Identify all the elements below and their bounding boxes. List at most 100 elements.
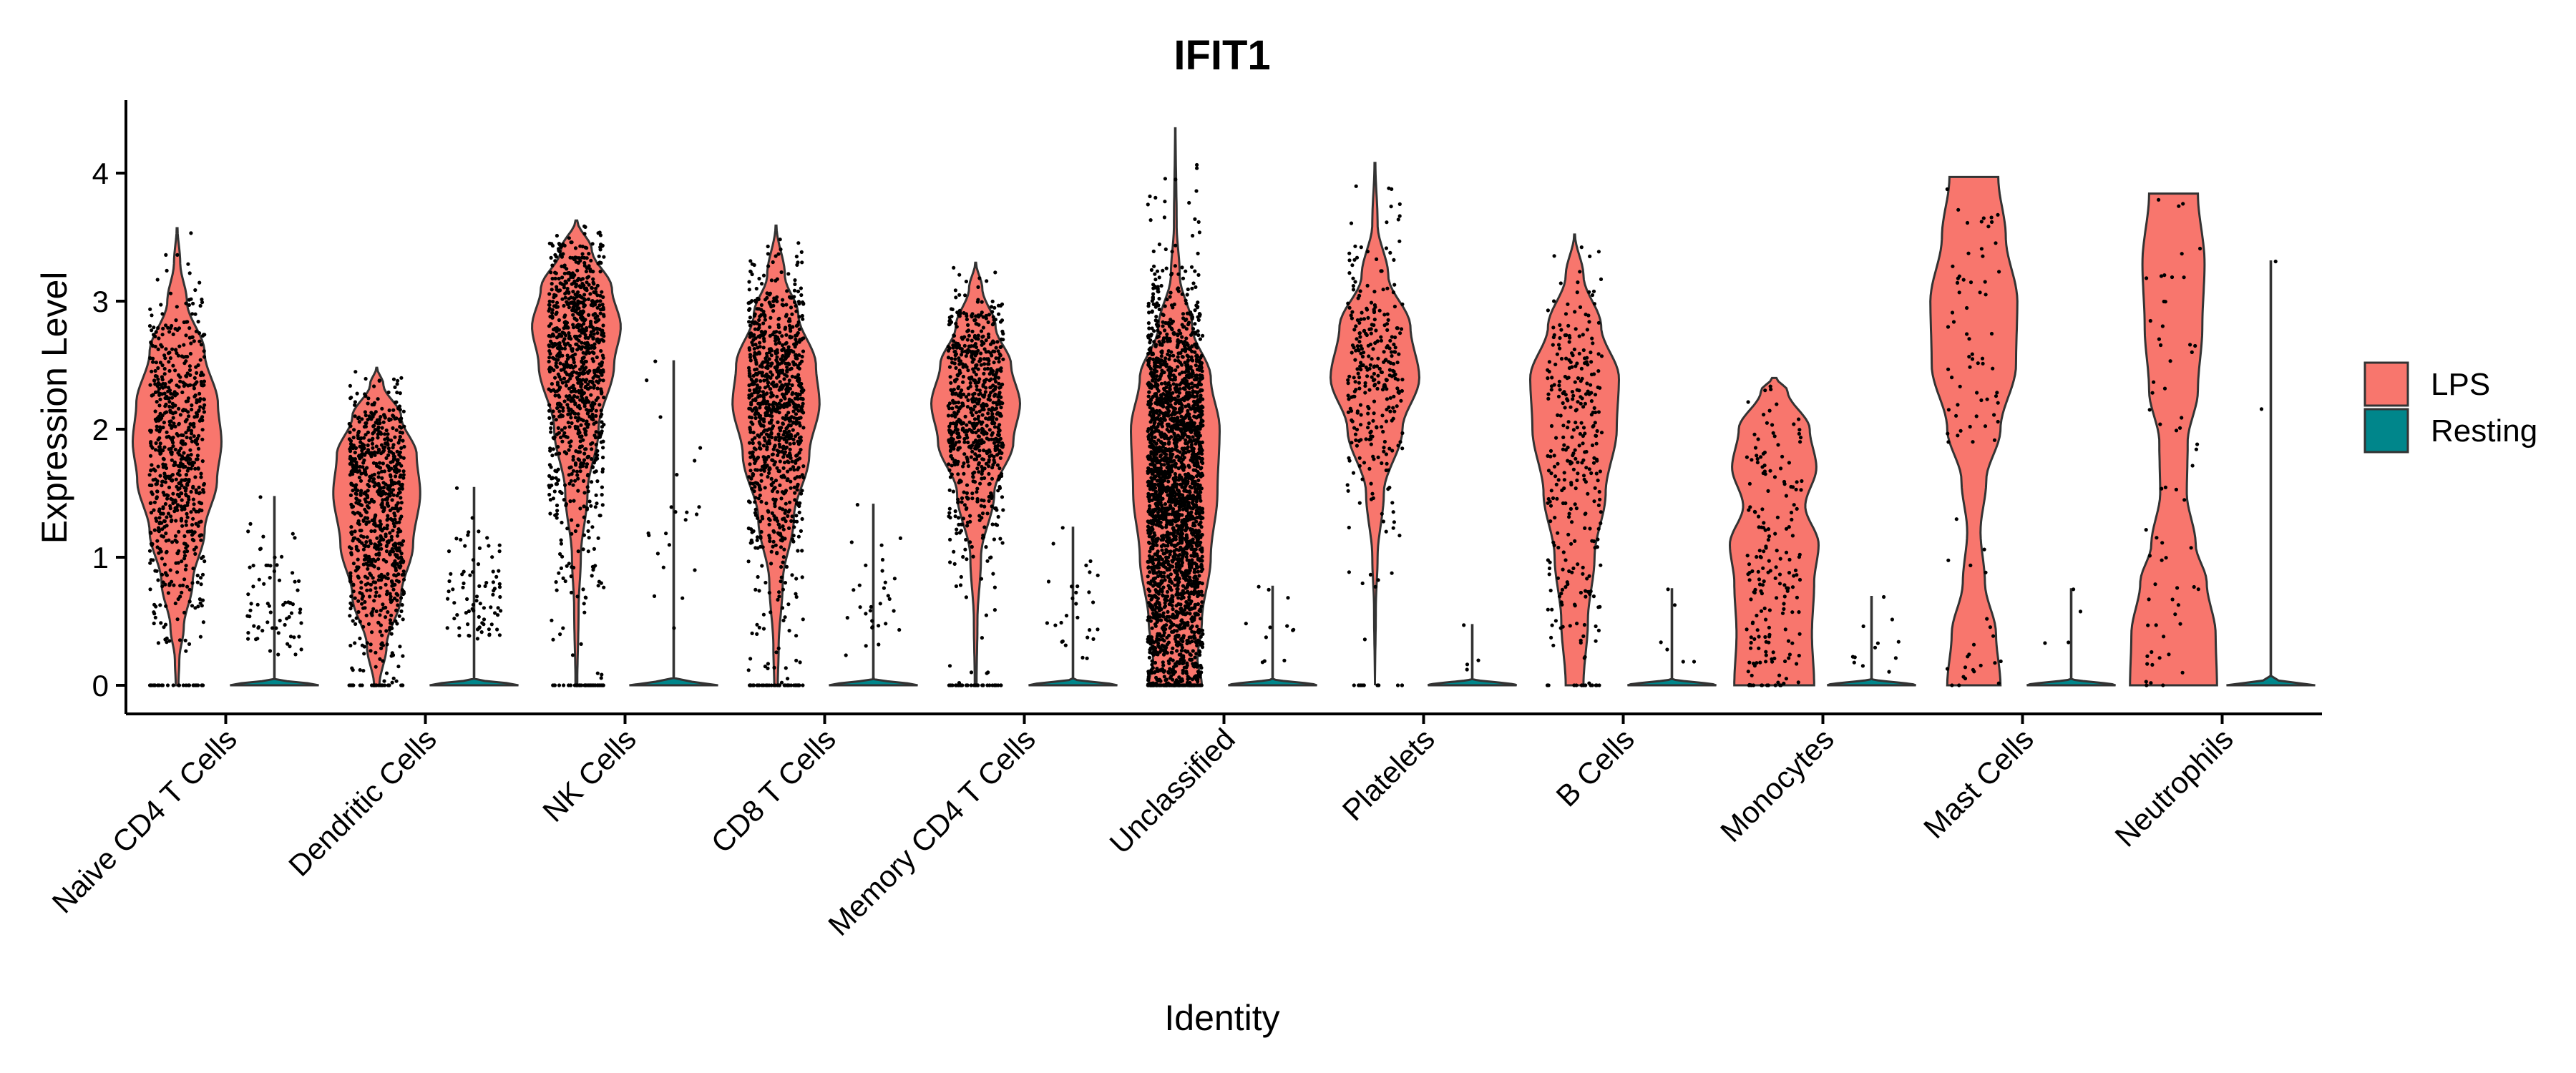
data-point <box>487 633 492 637</box>
data-point <box>594 408 598 413</box>
data-point <box>157 516 162 520</box>
data-point <box>753 436 757 440</box>
data-point <box>401 572 406 577</box>
data-point <box>293 652 298 657</box>
data-point <box>396 509 400 513</box>
data-point <box>769 408 773 413</box>
data-point <box>990 476 995 481</box>
data-point <box>990 683 995 687</box>
data-point <box>470 570 475 574</box>
data-point <box>779 496 784 501</box>
data-point <box>794 454 799 458</box>
data-point <box>592 383 597 388</box>
data-point <box>555 482 560 486</box>
data-point <box>982 362 987 366</box>
data-point <box>172 509 177 514</box>
data-point <box>601 368 605 373</box>
data-point <box>582 371 587 376</box>
data-point <box>769 315 773 320</box>
data-point <box>781 298 785 302</box>
data-point <box>751 422 755 426</box>
data-point <box>591 270 595 274</box>
data-point <box>756 391 760 395</box>
data-point <box>759 308 763 312</box>
violin-lps-5 <box>930 261 1022 687</box>
data-point <box>984 613 988 617</box>
data-point <box>151 360 155 364</box>
data-point <box>353 370 358 374</box>
data-point <box>780 404 784 408</box>
data-point <box>566 301 570 305</box>
data-point <box>185 320 190 324</box>
data-point <box>358 479 364 483</box>
data-point <box>560 282 565 286</box>
data-point <box>202 397 206 401</box>
data-point <box>482 606 487 610</box>
data-point <box>555 381 560 385</box>
data-point <box>597 303 602 308</box>
data-point <box>971 554 975 559</box>
data-point <box>496 613 500 617</box>
data-point <box>783 615 787 619</box>
data-point <box>182 534 187 539</box>
data-point <box>567 331 571 335</box>
data-point <box>156 578 160 582</box>
data-point <box>169 450 173 454</box>
data-point <box>1085 635 1090 640</box>
data-point <box>388 625 392 629</box>
data-point <box>369 573 374 577</box>
data-point <box>779 270 784 275</box>
data-point <box>580 340 584 345</box>
data-point <box>187 368 192 373</box>
data-point <box>348 461 352 466</box>
data-point <box>361 547 366 552</box>
data-point <box>752 353 756 358</box>
data-point <box>992 340 996 345</box>
data-point <box>766 666 770 671</box>
data-point <box>585 341 589 346</box>
data-point <box>401 589 406 594</box>
data-point <box>569 479 573 483</box>
data-point <box>364 451 369 455</box>
data-point <box>163 356 167 361</box>
data-point <box>974 411 978 415</box>
data-point <box>381 509 386 514</box>
data-point <box>573 479 577 483</box>
data-point <box>583 447 587 451</box>
data-point <box>752 457 756 461</box>
data-point <box>577 284 582 288</box>
data-point <box>1060 526 1065 530</box>
data-point <box>963 547 967 552</box>
data-point <box>769 482 774 486</box>
data-point <box>397 520 401 524</box>
data-point <box>364 540 369 544</box>
data-point <box>367 501 371 505</box>
data-point <box>283 622 287 627</box>
data-point <box>374 559 378 563</box>
data-point <box>149 683 153 687</box>
data-point <box>998 536 1002 541</box>
data-point <box>155 495 159 499</box>
data-point <box>387 408 391 413</box>
data-point <box>582 263 587 268</box>
data-point <box>177 406 181 411</box>
data-point <box>585 506 590 510</box>
data-point <box>582 399 587 403</box>
data-point <box>784 356 788 361</box>
data-point <box>952 333 956 338</box>
data-point <box>176 433 180 438</box>
data-point <box>790 374 794 379</box>
data-point <box>977 449 982 453</box>
data-point <box>795 519 799 524</box>
data-point <box>753 481 758 485</box>
data-point <box>364 509 369 514</box>
data-point <box>401 569 406 574</box>
data-point <box>492 589 496 593</box>
data-point <box>177 421 181 426</box>
data-point <box>192 394 197 399</box>
data-point <box>359 529 364 533</box>
data-point <box>766 413 770 418</box>
data-point <box>160 683 164 687</box>
data-point <box>592 290 596 294</box>
data-point <box>586 549 590 554</box>
